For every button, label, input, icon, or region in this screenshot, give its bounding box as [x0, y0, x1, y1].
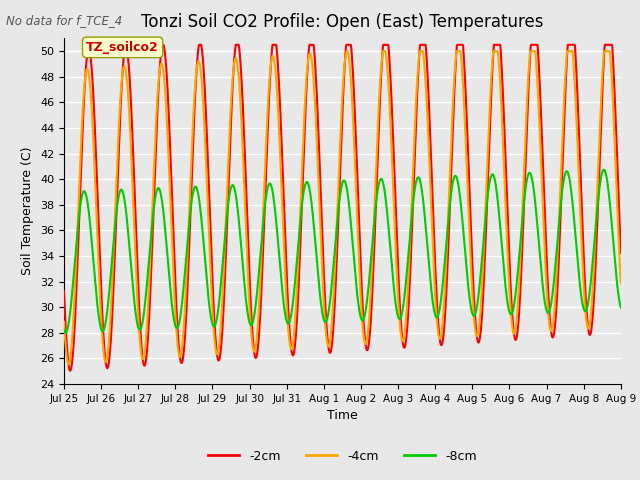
-2cm	[60, 288, 68, 294]
-2cm	[280, 183, 287, 189]
Y-axis label: Soil Temperature (C): Soil Temperature (C)	[22, 147, 35, 276]
-8cm	[600, 167, 607, 172]
Text: TZ_soilco2: TZ_soilco2	[86, 41, 159, 54]
-4cm	[568, 48, 576, 54]
-4cm	[279, 219, 287, 225]
-4cm	[617, 280, 625, 286]
Line: -8cm: -8cm	[64, 169, 621, 333]
-2cm	[67, 368, 74, 373]
-2cm	[617, 250, 625, 256]
Text: No data for f_TCE_4: No data for f_TCE_4	[6, 14, 123, 27]
-8cm	[184, 240, 191, 246]
-4cm	[343, 48, 351, 54]
-4cm	[65, 361, 72, 367]
-2cm	[568, 42, 576, 48]
-4cm	[292, 296, 300, 301]
-8cm	[568, 192, 575, 198]
-2cm	[184, 280, 191, 286]
X-axis label: Time: Time	[327, 409, 358, 422]
Line: -2cm: -2cm	[64, 45, 621, 371]
-2cm	[293, 319, 301, 325]
Title: Tonzi Soil CO2 Profile: Open (East) Temperatures: Tonzi Soil CO2 Profile: Open (East) Temp…	[141, 13, 543, 31]
-8cm	[60, 327, 68, 333]
-2cm	[429, 193, 436, 199]
-4cm	[520, 164, 528, 169]
-8cm	[617, 304, 625, 310]
Line: -4cm: -4cm	[64, 51, 621, 364]
-8cm	[279, 293, 287, 299]
-8cm	[428, 294, 436, 300]
-4cm	[60, 319, 68, 324]
-4cm	[184, 253, 191, 259]
-2cm	[159, 42, 166, 48]
-8cm	[61, 330, 69, 336]
-8cm	[292, 264, 300, 269]
Legend: -2cm, -4cm, -8cm: -2cm, -4cm, -8cm	[204, 444, 481, 468]
-8cm	[520, 202, 527, 207]
-2cm	[520, 197, 528, 203]
-4cm	[429, 237, 436, 242]
